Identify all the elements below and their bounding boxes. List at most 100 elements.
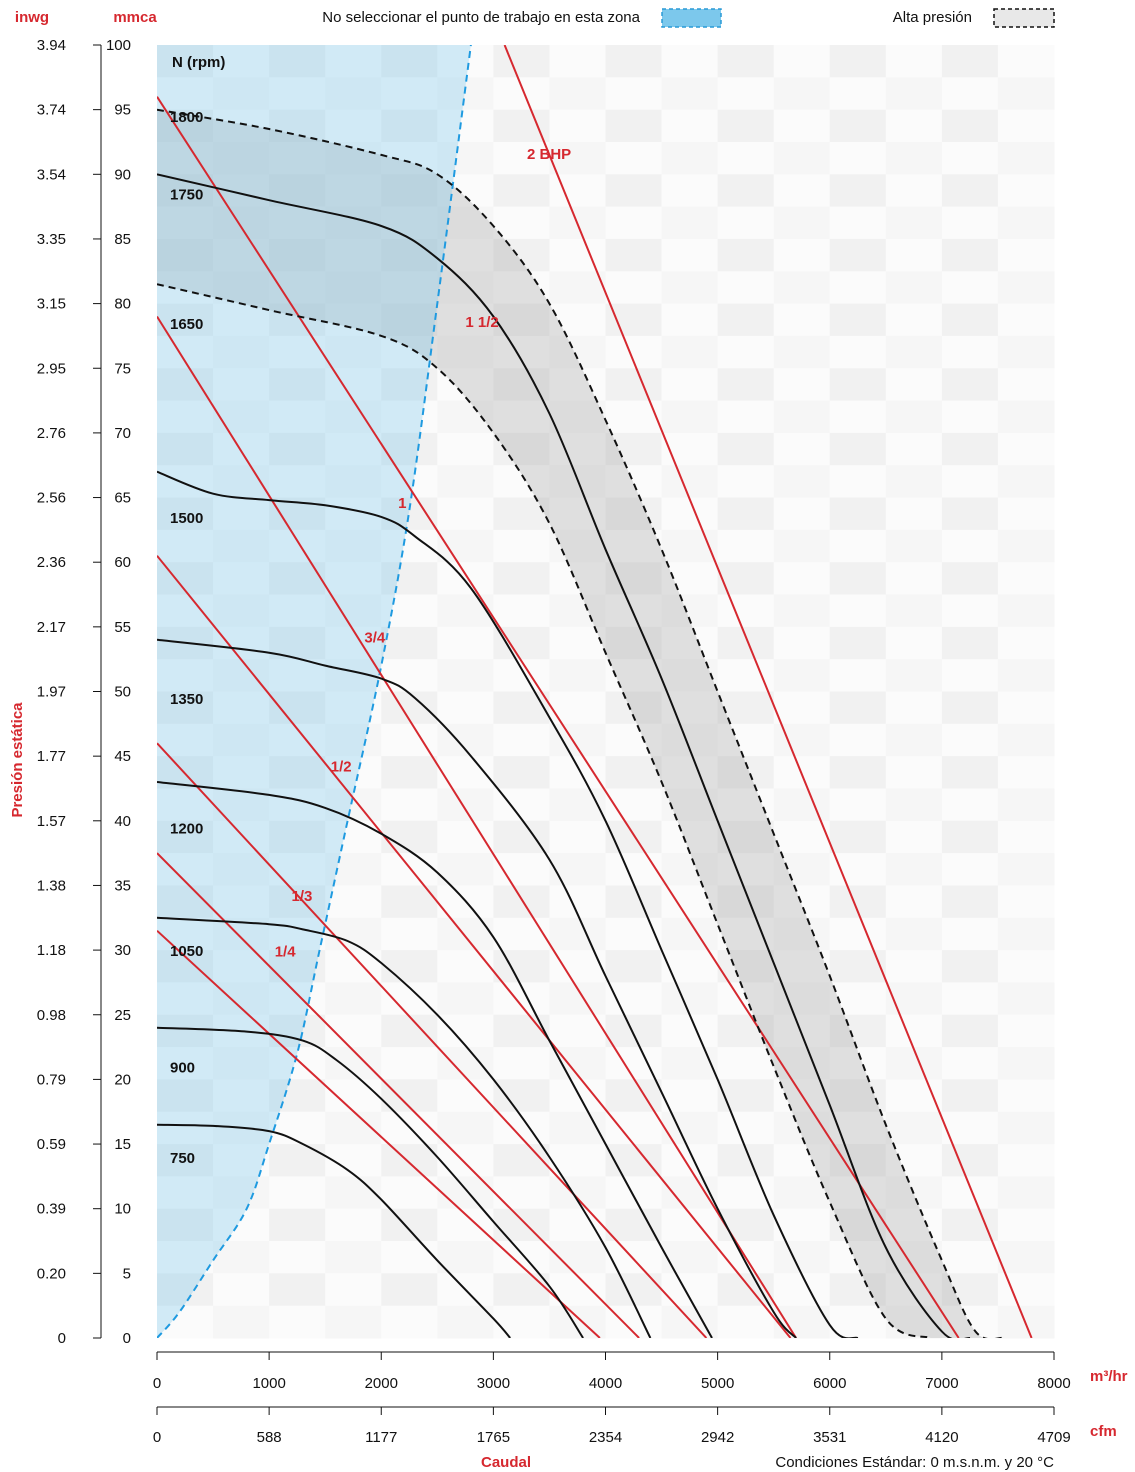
grid-cell	[269, 594, 326, 628]
grid-cell	[773, 626, 831, 660]
grid-cell	[213, 626, 270, 660]
grid-cell	[717, 594, 775, 628]
grid-cell	[605, 820, 663, 854]
grid-cell	[941, 820, 999, 854]
rpm-curve-1500	[157, 470, 859, 1338]
grid-cell	[997, 885, 1055, 919]
grid-cell	[773, 271, 831, 305]
grid-cell	[661, 238, 719, 272]
grid-cell	[549, 432, 606, 466]
grid-cell	[773, 1176, 831, 1210]
grid-cell	[773, 562, 831, 596]
y-axis-title: Presión estática	[9, 702, 26, 818]
grid-cell	[549, 723, 606, 757]
grid-cell	[717, 788, 775, 822]
grid-cell	[605, 238, 663, 272]
grid-cell	[885, 691, 943, 725]
grid-cell	[829, 497, 887, 531]
grid-cell	[493, 335, 550, 369]
grid-cell	[773, 529, 831, 563]
rpm-label-1350: 1350	[170, 691, 203, 708]
grid-cell	[493, 756, 550, 789]
grid-cell	[773, 303, 831, 337]
grid-cell	[829, 1014, 887, 1048]
grid-cell	[885, 1047, 943, 1080]
y2-tick-label: 2.17	[37, 619, 66, 636]
grid-cell	[885, 659, 943, 692]
rpm-label-1650: 1650	[170, 316, 203, 333]
grid-cell	[549, 45, 606, 78]
grid-cell	[605, 723, 663, 757]
grid-cell	[773, 497, 831, 531]
y2-tick-label: 0.59	[37, 1136, 66, 1153]
grid-cell	[213, 562, 270, 596]
x-tick-label: 8000	[1037, 1375, 1070, 1392]
bhp-line-1-1-2	[157, 96, 960, 1338]
grid-cell	[157, 1273, 214, 1307]
grid-cell	[213, 109, 270, 143]
grid-cell	[997, 368, 1055, 402]
y2-tick-label: 0.39	[37, 1201, 66, 1218]
grid-cell	[549, 1305, 606, 1339]
grid-cell	[269, 432, 326, 466]
grid-cell	[941, 626, 999, 660]
grid-cell	[269, 853, 326, 886]
avoid-zone-boundary	[157, 45, 472, 1338]
grid-cell	[325, 465, 382, 499]
grid-cell	[661, 109, 719, 143]
grid-cell	[157, 1305, 214, 1339]
grid-cell	[549, 1079, 606, 1113]
grid-cell	[493, 1176, 550, 1210]
grid-cell	[549, 820, 606, 854]
grid-cell	[437, 1241, 494, 1274]
grid-cell	[213, 206, 270, 240]
grid-cell	[269, 691, 326, 725]
grid-cell	[381, 1208, 438, 1242]
bhp-line-1	[157, 315, 797, 1338]
grid-cell	[157, 1176, 214, 1210]
grid-cell	[661, 271, 719, 305]
grid-cell	[717, 238, 775, 272]
grid-cell	[213, 45, 270, 78]
grid-cell	[493, 691, 550, 725]
grid-cell	[829, 788, 887, 822]
grid-cell	[605, 303, 663, 337]
y-tick-label: 65	[114, 490, 131, 507]
grid-cell	[941, 659, 999, 692]
grid-cell	[773, 465, 831, 499]
grid-cell	[269, 1079, 326, 1113]
grid-cell	[997, 465, 1055, 499]
grid-cell	[157, 174, 214, 208]
grid-cell	[773, 853, 831, 886]
grid-cell	[717, 529, 775, 563]
grid-cell	[829, 1208, 887, 1242]
grid-cell	[549, 335, 606, 369]
grid-cell	[717, 465, 775, 499]
grid-cell	[437, 335, 494, 369]
grid-cell	[549, 756, 606, 789]
rpm-curve-1050	[157, 916, 652, 1338]
grid-cell	[493, 1273, 550, 1307]
grid-cell	[213, 659, 270, 692]
x2-tick-label: 588	[257, 1429, 282, 1446]
grid-cell	[997, 400, 1055, 434]
grid-cell	[325, 77, 382, 111]
bhp-label-2-bhp: 2 BHP	[527, 146, 571, 163]
grid-cell	[381, 562, 438, 596]
grid-cell	[157, 1111, 214, 1145]
grid-cell	[997, 1176, 1055, 1210]
grid-cell	[717, 626, 775, 660]
grid-cell	[717, 1079, 775, 1113]
grid-cell	[773, 238, 831, 272]
grid-cell	[213, 691, 270, 725]
grid-cell	[325, 820, 382, 854]
grid-cell	[381, 1273, 438, 1307]
x2-tick-label: 2942	[701, 1429, 734, 1446]
grid-cell	[157, 1047, 214, 1080]
grid-cell	[213, 497, 270, 531]
grid-cell	[437, 497, 494, 531]
grid-cell	[493, 1014, 550, 1048]
grid-cell	[829, 77, 887, 111]
grid-cell	[549, 109, 606, 143]
grid-cell	[157, 820, 214, 854]
